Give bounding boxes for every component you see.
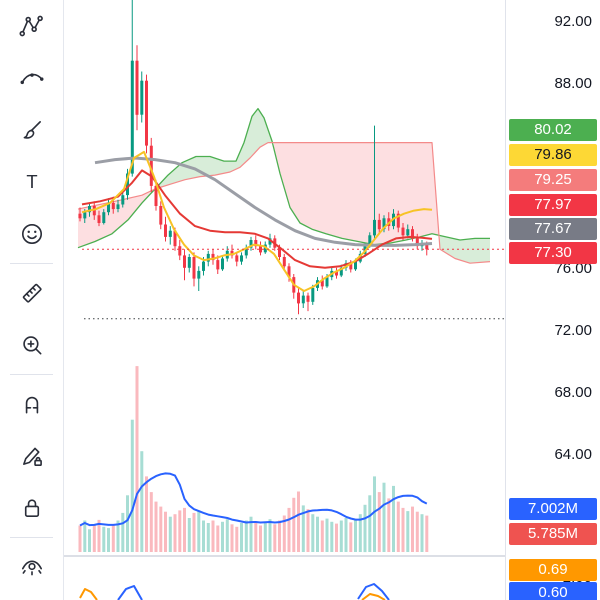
- brush-tool-icon: [23, 121, 41, 139]
- indicator-line: [79, 588, 98, 600]
- price-label-tag: 80.02: [509, 119, 597, 141]
- hide-drawings-tool-icon: [21, 560, 42, 576]
- toolbar-separator: [10, 537, 53, 538]
- drawing-toolbar: T: [0, 0, 64, 600]
- ma-yellow-line: [81, 150, 433, 292]
- indicator-line: [117, 585, 143, 600]
- hide-drawings-tool-button[interactable]: [0, 541, 63, 593]
- lock-all-tool-button[interactable]: [0, 482, 63, 534]
- price-label-tag: 0.69: [509, 559, 597, 581]
- indicator-line: [361, 593, 386, 600]
- volume-ma-line: [79, 472, 428, 527]
- price-axis-tick: 72.00: [554, 322, 592, 339]
- emoji-tool-icon: [21, 223, 42, 245]
- toolbar-separator: [10, 263, 53, 264]
- price-chart-svg[interactable]: [64, 0, 505, 556]
- indicator-line: [357, 583, 390, 600]
- volume-series: [78, 366, 429, 553]
- price-label-tag: 77.97: [509, 194, 597, 216]
- text-tool-button[interactable]: T: [0, 156, 63, 208]
- magnet-tool-button[interactable]: [0, 378, 63, 430]
- pattern-tool-icon: [18, 15, 43, 37]
- price-axis-tick: 68.00: [554, 384, 592, 401]
- price-label-tag: 77.30: [509, 242, 597, 264]
- measure-tool-button[interactable]: [0, 267, 63, 319]
- lock-all-tool-icon: [24, 499, 39, 517]
- brush-tool-button[interactable]: [0, 104, 63, 156]
- zoom-in-tool-button[interactable]: [0, 319, 63, 371]
- price-label-tag: 5.785M: [509, 523, 597, 545]
- draw-lock-tool-icon: [22, 447, 42, 467]
- price-label-tag: 0.60: [509, 582, 597, 600]
- indicator-pane-svg[interactable]: [64, 556, 505, 600]
- price-axis-tick: 64.00: [554, 446, 592, 463]
- candlestick-series: [78, 0, 429, 315]
- price-axis-tick: 76.00: [554, 260, 592, 277]
- pane-resize-handle[interactable]: [64, 555, 600, 557]
- measure-tool-icon: [22, 283, 42, 303]
- price-label-tag: 79.25: [509, 169, 597, 191]
- price-axis-tick: 92.00: [554, 13, 592, 30]
- curve-tool-button[interactable]: [0, 52, 63, 104]
- ichimoku-cloud: [77, 107, 491, 264]
- svg-text:T: T: [26, 171, 37, 192]
- price-axis[interactable]: 92.0088.0076.0072.0068.0064.002.0080.027…: [505, 0, 600, 600]
- emoji-tool-button[interactable]: [0, 208, 63, 260]
- zoom-in-tool-icon: [22, 336, 41, 355]
- ma-red-line: [81, 169, 433, 269]
- draw-lock-tool-button[interactable]: [0, 430, 63, 482]
- price-label-tag: 7.002M: [509, 498, 597, 520]
- price-label-tag: 77.67: [509, 218, 597, 240]
- text-tool-icon: T: [26, 171, 37, 192]
- magnet-tool-icon: [25, 396, 38, 414]
- ma-gray-line: [94, 156, 433, 247]
- curve-tool-icon: [20, 73, 43, 85]
- price-axis-tick: 88.00: [554, 75, 592, 92]
- toolbar-separator: [10, 374, 53, 375]
- price-label-tag: 79.86: [509, 144, 597, 166]
- pattern-tool-button[interactable]: [0, 0, 63, 52]
